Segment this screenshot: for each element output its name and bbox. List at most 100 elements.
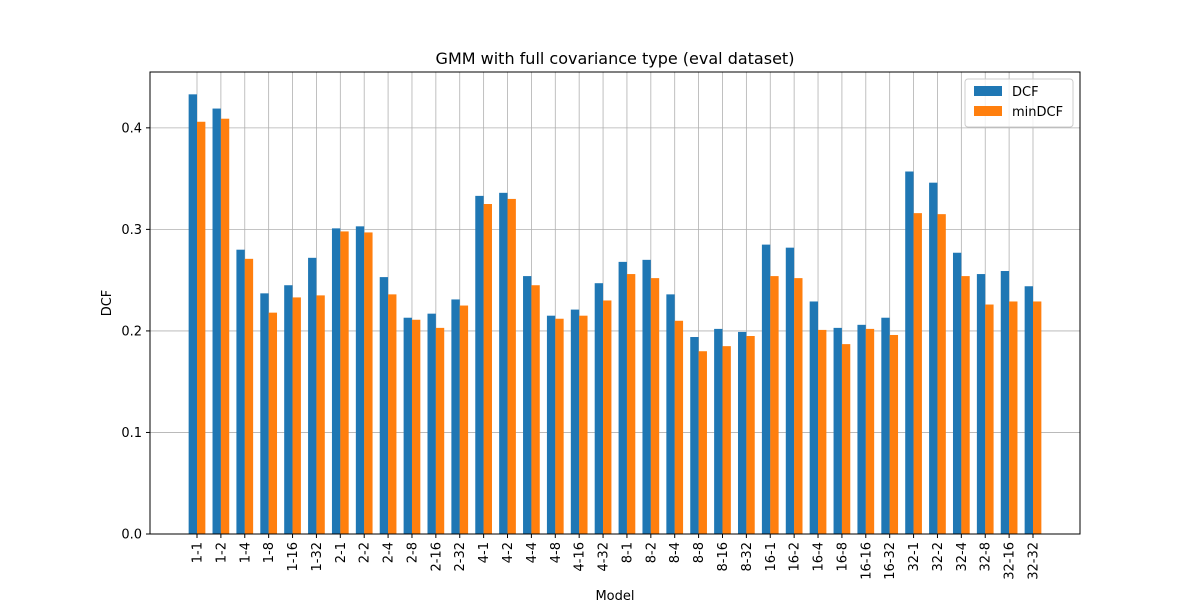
bar-mindcf (364, 232, 373, 534)
x-tick-label: 2-32 (453, 542, 468, 572)
x-tick-label: 16-4 (812, 542, 827, 572)
y-axis: 0.0 0.1 0.2 0.3 0.4 (121, 121, 150, 543)
legend-swatch-dcf (974, 86, 1002, 96)
bar-dcf (260, 293, 269, 534)
bar-dcf (188, 94, 197, 534)
bar-dcf (570, 309, 580, 534)
x-tick-label: 4-16 (573, 542, 588, 572)
bar-mindcf (889, 334, 899, 534)
bar-dcf (857, 324, 866, 534)
bar-mindcf (1033, 301, 1042, 534)
x-tick-label: 16-2 (788, 542, 803, 572)
bar-mindcf (626, 274, 636, 534)
legend-label-mindcf: minDCF (1012, 105, 1063, 120)
bar-dcf (331, 228, 341, 534)
x-tick-label: 32-8 (979, 542, 994, 572)
bar-mindcf (985, 304, 994, 534)
x-axis-label: Model (595, 589, 634, 600)
chart-title: GMM with full covariance type (eval data… (436, 49, 795, 68)
bar-dcf (833, 327, 842, 534)
bar-dcf (546, 315, 556, 534)
bar-mindcf (770, 276, 779, 534)
y-tick-label: 0.4 (121, 121, 142, 136)
x-tick-label: 1-4 (238, 542, 253, 563)
bars-layer (188, 94, 1042, 535)
bar-dcf (355, 226, 365, 535)
bar-dcf (499, 192, 508, 535)
x-tick-label: 2-16 (429, 542, 444, 572)
x-tick-label: 32-1 (907, 542, 922, 572)
x-tick-label: 8-32 (740, 542, 755, 572)
bar-mindcf (411, 319, 421, 534)
bar-mindcf (459, 305, 469, 534)
x-tick-label: 2-4 (382, 542, 397, 563)
bar-dcf (427, 313, 436, 534)
bar-dcf (1000, 271, 1010, 534)
y-tick-label: 0.3 (121, 223, 142, 238)
bar-mindcf (794, 278, 803, 534)
x-tick-label: 8-2 (644, 542, 659, 563)
bar-dcf (785, 247, 795, 534)
bar-dcf (618, 261, 627, 534)
y-tick-label: 0.0 (121, 528, 142, 543)
bar-mindcf (531, 285, 540, 534)
x-tick-label: 2-2 (358, 542, 373, 563)
bar-dcf (379, 277, 389, 534)
bar-mindcf (650, 278, 660, 534)
bar-mindcf (913, 213, 922, 534)
x-tick-label: 16-8 (835, 542, 850, 572)
bar-mindcf (674, 320, 684, 534)
x-tick-label: 2-1 (334, 542, 349, 563)
x-tick-label: 32-32 (1027, 542, 1042, 580)
bar-mindcf (818, 329, 827, 534)
bar-dcf (881, 317, 890, 534)
bar-mindcf (603, 300, 612, 534)
bar-dcf (212, 108, 221, 535)
bar-mindcf (292, 297, 301, 534)
bar-dcf (952, 252, 962, 534)
bar-dcf (666, 294, 675, 534)
x-tick-label: 1-8 (262, 542, 277, 563)
bar-mindcf (698, 351, 707, 534)
bar-mindcf (316, 295, 325, 534)
bar-dcf (690, 337, 699, 534)
x-tick-label: 8-8 (692, 542, 707, 563)
x-tick-label: 1-32 (310, 542, 325, 572)
y-tick-label: 0.1 (121, 426, 142, 441)
bar-mindcf (388, 294, 397, 534)
x-tick-label: 4-2 (501, 542, 516, 563)
x-tick-label: 4-32 (597, 542, 612, 572)
bar-mindcf (268, 312, 278, 534)
x-tick-label: 16-16 (859, 542, 874, 580)
bar-dcf (284, 285, 293, 534)
bar-mindcf (579, 315, 588, 534)
bar-mindcf (555, 318, 564, 534)
bar-mindcf (244, 258, 254, 534)
bar-mindcf (937, 214, 946, 534)
bar-dcf (475, 195, 484, 534)
bar-mindcf (435, 327, 445, 534)
y-tick-label: 0.2 (121, 324, 142, 339)
x-tick-label: 1-16 (286, 542, 301, 572)
bar-dcf (403, 317, 412, 534)
x-tick-label: 1-2 (214, 542, 229, 563)
x-tick-label: 32-2 (931, 542, 946, 572)
bar-dcf (809, 301, 819, 534)
bar-mindcf (865, 328, 875, 534)
bar-mindcf (483, 204, 492, 534)
x-tick-label: 4-4 (525, 542, 540, 563)
bar-dcf (236, 249, 245, 534)
bar-mindcf (220, 118, 230, 534)
x-tick-label: 16-1 (764, 542, 779, 572)
x-tick-label: 32-4 (955, 542, 970, 572)
x-axis: 1-1 1-2 1-4 1-8 1-16 1-32 2-1 2-2 2-4 2-8 2-16 2-32… (191, 534, 1042, 580)
bar-dcf (714, 328, 723, 534)
x-tick-label: 4-1 (477, 542, 492, 563)
x-tick-label: 4-8 (549, 542, 564, 563)
x-tick-label: 2-8 (405, 542, 420, 563)
bar-mindcf (1009, 301, 1018, 534)
legend: DCF minDCF (964, 78, 1074, 128)
bar-dcf (929, 182, 938, 534)
y-axis-label: DCF (100, 290, 115, 317)
